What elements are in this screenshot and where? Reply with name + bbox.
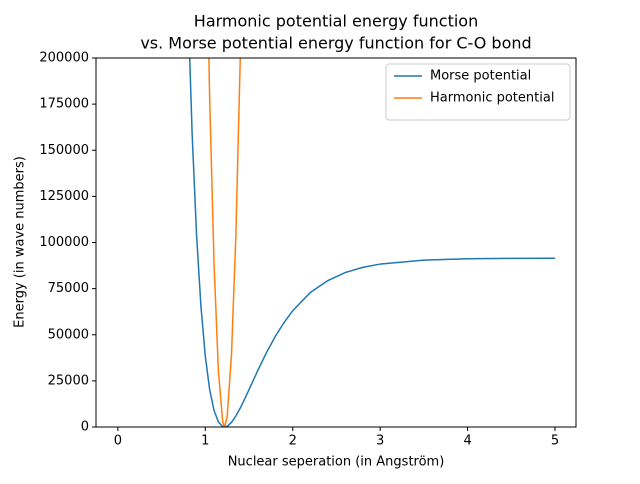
chart-title: Harmonic potential energy function — [194, 12, 478, 31]
y-tick-label: 100000 — [39, 235, 89, 250]
x-tick-label: 4 — [463, 434, 471, 449]
legend-label: Harmonic potential — [430, 91, 554, 106]
y-tick-label: 200000 — [39, 51, 89, 66]
series-line — [188, 58, 556, 427]
series-line — [208, 58, 242, 427]
plot-area — [188, 58, 556, 427]
x-tick-label: 0 — [114, 434, 122, 449]
y-tick-label: 175000 — [39, 97, 89, 112]
legend-label: Morse potential — [430, 69, 531, 84]
x-tick-label: 2 — [289, 434, 297, 449]
y-tick-label: 0 — [81, 420, 89, 435]
x-tick-label: 5 — [551, 434, 559, 449]
x-tick-label: 1 — [201, 434, 209, 449]
y-tick-label: 75000 — [48, 281, 89, 296]
y-tick-label: 125000 — [39, 189, 89, 204]
legend-box — [385, 63, 571, 121]
chart-title: vs. Morse potential energy function for … — [140, 34, 531, 53]
y-tick-label: 50000 — [48, 327, 89, 342]
y-tick-label: 150000 — [39, 143, 89, 158]
y-tick-label: 25000 — [48, 373, 89, 388]
x-tick-label: 3 — [376, 434, 384, 449]
x-axis-label: Nuclear seperation (in Angström) — [228, 455, 445, 470]
y-axis-label: Energy (in wave numbers) — [13, 156, 28, 328]
